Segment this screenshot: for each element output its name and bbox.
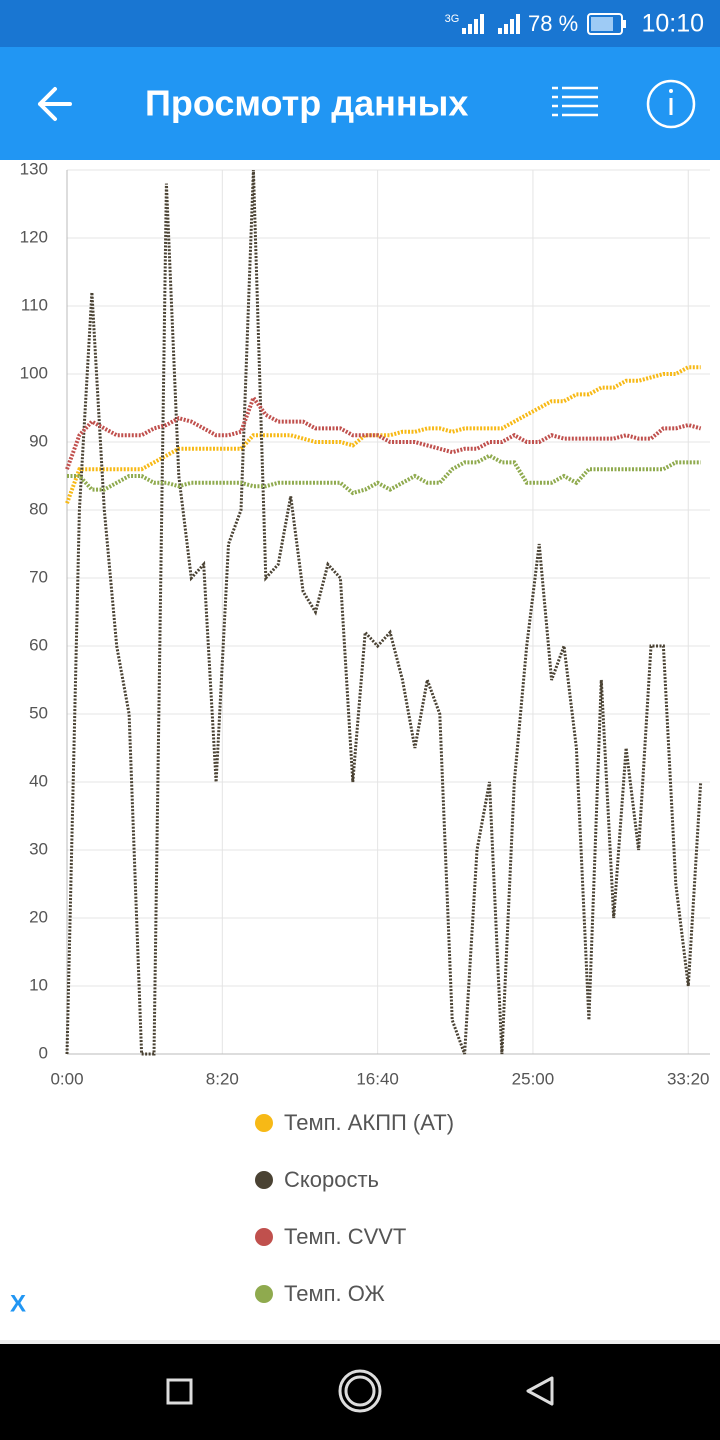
signal-icons: [462, 14, 520, 34]
y-tick-label: 20: [29, 907, 48, 926]
y-tick-label: 0: [39, 1043, 48, 1062]
x-tick-label: 33:20: [667, 1069, 710, 1088]
x-tick-label: 8:20: [206, 1069, 239, 1088]
y-tick-label: 90: [29, 431, 48, 450]
y-tick-label: 10: [29, 975, 48, 994]
y-tick-label: 130: [20, 159, 48, 178]
battery-icon: [587, 13, 626, 35]
y-tick-label: 40: [29, 771, 48, 790]
y-tick-label: 70: [29, 567, 48, 586]
y-tick-label: 120: [20, 227, 48, 246]
x-tick-label: 0:00: [50, 1069, 83, 1088]
legend-marker: [255, 1285, 273, 1303]
legend-label: Темп. ОЖ: [284, 1281, 385, 1306]
legend-label: Скорость: [284, 1167, 379, 1192]
battery-percent: 78 %: [528, 11, 578, 36]
list-button[interactable]: [552, 86, 598, 117]
series-line: [65, 393, 702, 470]
series-line: [67, 453, 701, 496]
legend-marker: [255, 1228, 273, 1246]
recent-button[interactable]: [166, 1378, 193, 1405]
app-bar: [0, 47, 720, 160]
divider: [0, 1340, 720, 1344]
y-tick-label: 80: [29, 499, 48, 518]
x-tick-label: 25:00: [512, 1069, 555, 1088]
x-tick-label: 16:40: [356, 1069, 399, 1088]
legend-label: Темп. CVVT: [284, 1224, 406, 1249]
legend-marker: [255, 1114, 273, 1132]
series-line: [65, 365, 701, 504]
back-button[interactable]: [38, 87, 72, 121]
info-button[interactable]: [646, 79, 696, 129]
network-type: 3G: [445, 13, 460, 25]
app-title: Просмотр данных: [145, 83, 468, 124]
close-ad[interactable]: X: [10, 1290, 26, 1317]
y-tick-label: 60: [29, 635, 48, 654]
clock: 10:10: [641, 10, 704, 38]
chart: 0 10 20 30 40 50 60 70 80 90 100 110 120 130 0:00 8:20 1…: [20, 159, 710, 1306]
nav-bar: [0, 1344, 720, 1440]
y-tick-label: 110: [21, 295, 48, 314]
y-tick-label: 30: [29, 839, 48, 858]
back-nav-button[interactable]: [526, 1376, 554, 1406]
y-tick-label: 100: [20, 363, 48, 382]
home-button[interactable]: [338, 1369, 382, 1413]
legend-marker: [255, 1171, 273, 1189]
series-line: [65, 169, 703, 1056]
y-tick-label: 50: [29, 703, 48, 722]
legend-label: Темп. АКПП (AT): [284, 1110, 454, 1135]
